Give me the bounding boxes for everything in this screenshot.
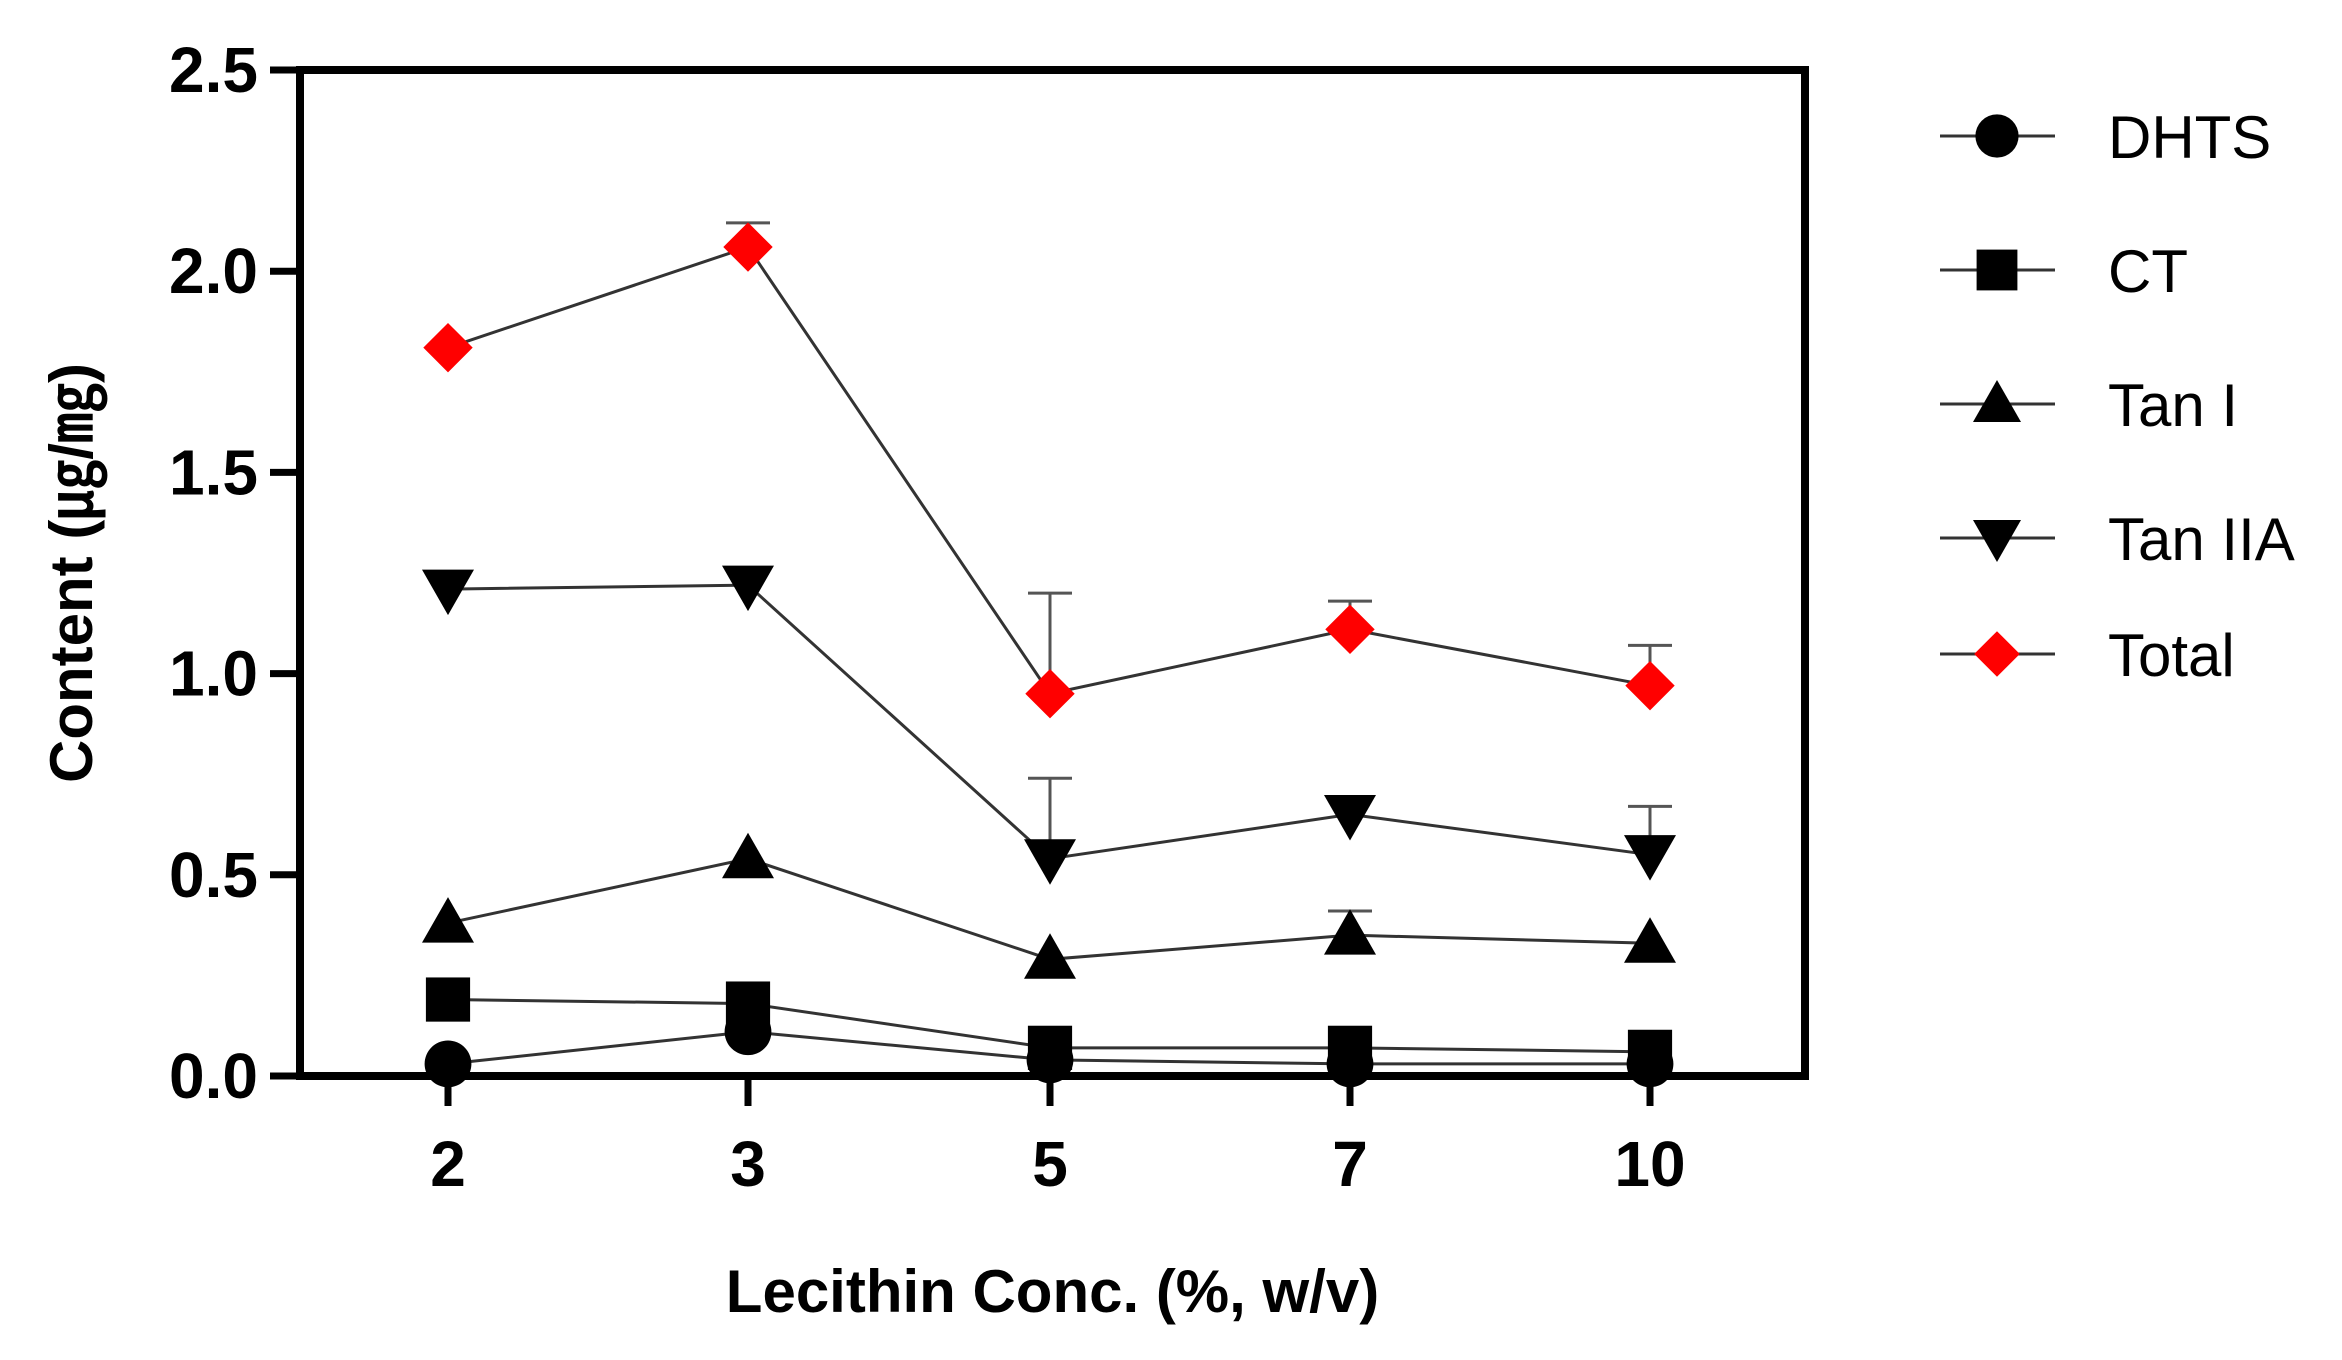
x-tick-label: 7 [1332,1128,1368,1200]
data-point [422,569,474,616]
legend-item-tan-i: Tan I [1940,372,2238,439]
data-point [422,897,474,943]
series-tan-i [422,832,1676,979]
plot-frame [296,66,1809,1080]
data-point [425,977,471,1022]
legend-label: Tan I [2108,372,2238,439]
legend-label: Tan IIA [2108,506,2295,573]
axes: 0.0 0.5 1.0 1.5 2.0 2.5 2 3 5 7 10 [169,34,1809,1200]
x-tick-label: 10 [1614,1128,1685,1200]
data-point [723,222,773,272]
data-point [1627,1029,1673,1074]
data-point [1624,835,1676,881]
legend: DHTS CT Tan I Tan IIA Total [1940,104,2295,689]
legend-marker [1973,520,2021,562]
x-tick-label: 3 [730,1128,766,1200]
series-tan-iia [422,565,1676,885]
x-axis-label: Lecithin Conc. (%, w/v) [726,1258,1379,1325]
legend-label: Total [2108,622,2235,689]
legend-marker [1976,249,2018,291]
legend-label: CT [2108,238,2188,305]
x-tick-label: 5 [1032,1128,1068,1200]
data-point [1324,794,1376,841]
y-tick-label: 0.0 [169,1040,258,1112]
data-point [1624,917,1676,963]
y-tick-label: 2.5 [169,34,258,106]
data-point [722,832,774,879]
series-total [423,221,1675,719]
data-point [1325,604,1375,655]
legend-marker [1975,114,2019,158]
data-point [1024,839,1076,885]
y-tick-label: 1.5 [169,436,258,508]
data-point [1625,660,1675,711]
y-axis-label: Content (㎍/㎎) [38,363,108,783]
data-point [1025,669,1075,719]
legend-marker [1973,380,2021,422]
data-point [423,322,473,373]
legend-item-dhts: DHTS [1940,104,2271,171]
data-point [1024,933,1076,979]
y-tick-label: 1.0 [169,638,258,710]
legend-item-ct: CT [1940,238,2188,305]
legend-item-total: Total [1940,622,2235,689]
x-tick-label: 2 [430,1128,466,1200]
data-point [1027,1025,1073,1070]
series-ct [425,977,1673,1074]
series-layer [422,221,1676,1088]
legend-marker [1974,631,2020,677]
data-point [1324,909,1376,955]
y-tick-label: 2.0 [169,235,258,307]
data-point [725,981,771,1026]
data-point [722,565,774,612]
legend-label: DHTS [2108,104,2271,171]
data-point [1327,1025,1373,1070]
data-point [424,1040,472,1088]
legend-item-tan-iia: Tan IIA [1940,506,2295,573]
y-tick-label: 0.5 [169,839,258,911]
